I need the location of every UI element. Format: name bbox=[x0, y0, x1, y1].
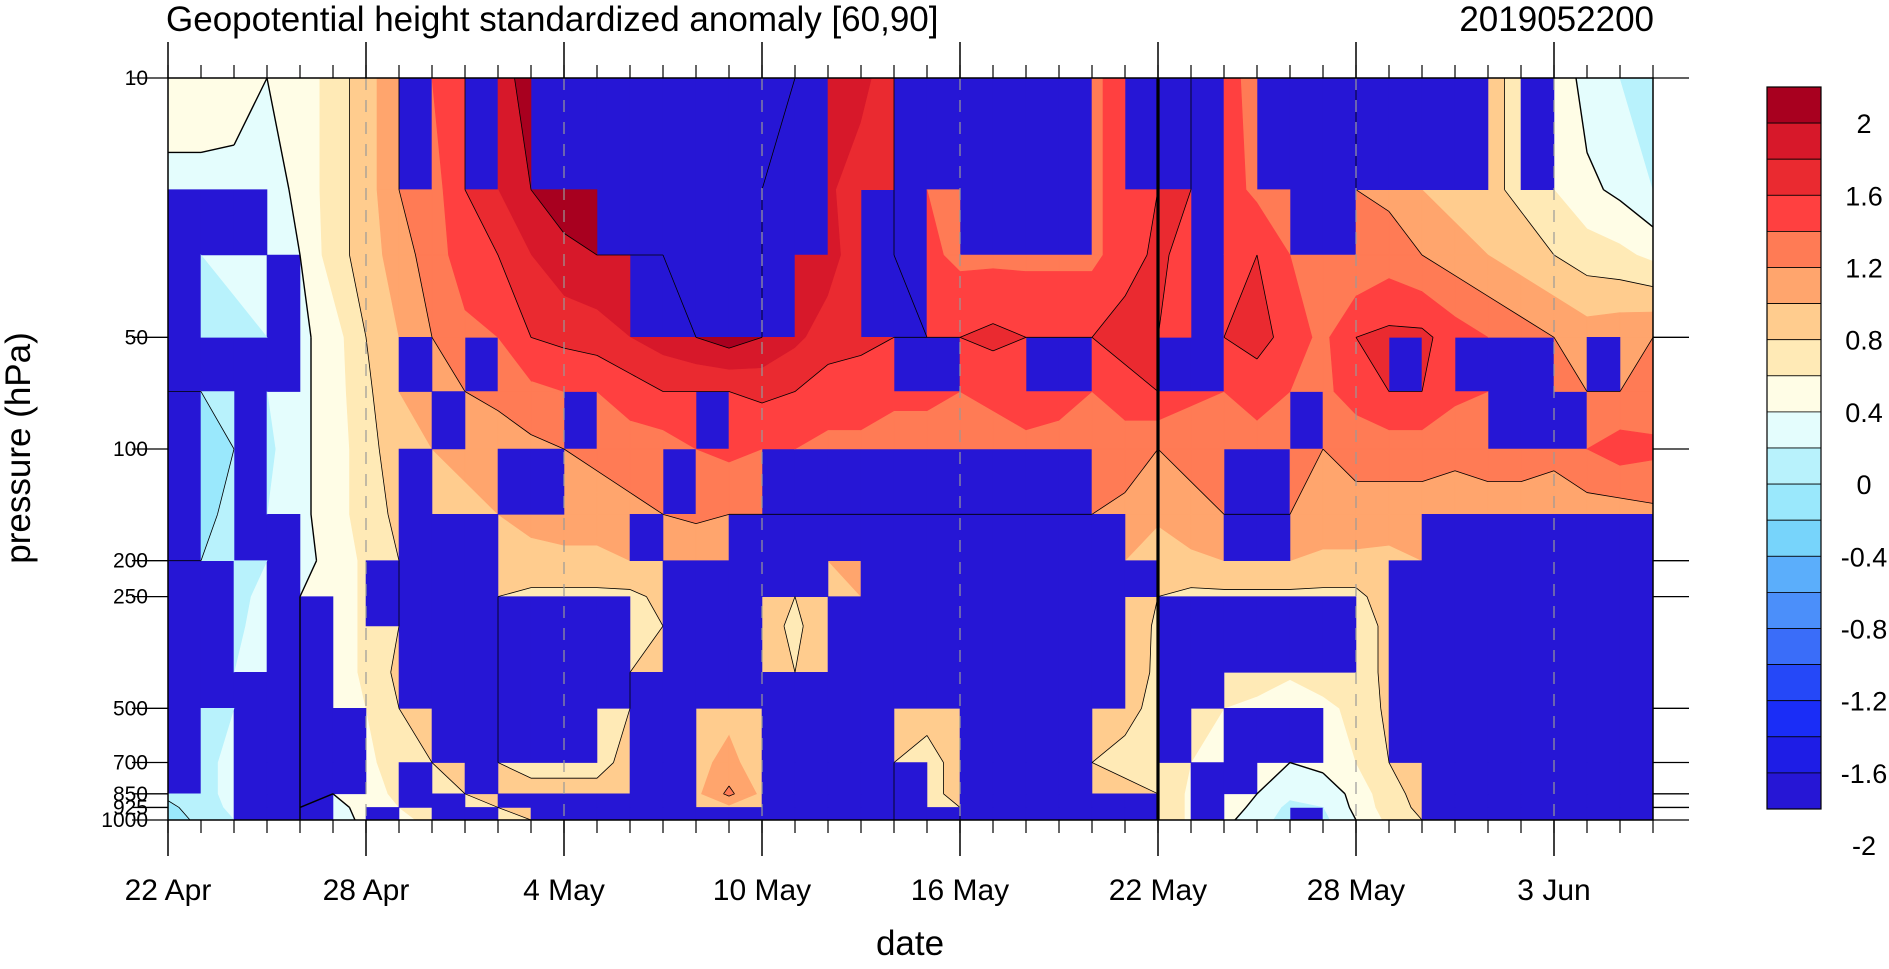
contour-line bbox=[349, 78, 1654, 821]
x-tick-label: 28 Apr bbox=[323, 874, 410, 907]
colorbar-frame bbox=[1766, 86, 1822, 810]
colorbar-swatch bbox=[1766, 230, 1822, 268]
y-tick-label: 10 bbox=[125, 67, 148, 90]
colorbar-swatch bbox=[1766, 700, 1822, 738]
contour-line bbox=[167, 391, 235, 821]
colorbar-swatch bbox=[1766, 194, 1822, 232]
colorbar-swatch bbox=[1766, 158, 1822, 196]
x-tick-label: 4 May bbox=[523, 874, 605, 907]
colorbar-label: 1.6 bbox=[1845, 181, 1883, 211]
colorbar-label: 0.8 bbox=[1845, 326, 1883, 356]
colorbar-label: 2 bbox=[1856, 109, 1871, 139]
y-tick-label: 925 bbox=[113, 796, 148, 819]
y-tick-label: 1000 bbox=[101, 809, 148, 832]
x-tick-label: 10 May bbox=[713, 874, 811, 907]
colorbar-label: 0 bbox=[1856, 470, 1871, 500]
axes: 22 Apr 28 Apr 4 May 10 May 16 May 22 May 28 Ma… bbox=[101, 42, 1689, 907]
y-tick-label: 850 bbox=[113, 783, 148, 806]
y-tick-label: 50 bbox=[125, 326, 148, 349]
colorbar-swatch bbox=[1766, 628, 1822, 665]
colorbar-label: -1.2 bbox=[1841, 687, 1888, 717]
contour-line bbox=[168, 77, 1654, 821]
x-axis-label: date bbox=[876, 924, 944, 963]
colorbar-swatch bbox=[1766, 483, 1822, 521]
colorbar-swatch bbox=[1766, 664, 1822, 702]
x-tick-label: 28 May bbox=[1307, 874, 1405, 907]
colorbar-swatch bbox=[1766, 519, 1822, 557]
x-tick-label: 22 Apr bbox=[125, 874, 212, 907]
date-stamp: 2019052200 bbox=[1459, 0, 1654, 39]
colorbar-swatch bbox=[1766, 411, 1822, 449]
anomaly-contour-fill bbox=[167, 77, 1654, 821]
colorbar-swatch bbox=[1766, 447, 1822, 485]
contour-line bbox=[514, 77, 828, 349]
colorbar-label: 0.4 bbox=[1845, 398, 1883, 428]
colorbar-swatch bbox=[1766, 86, 1822, 124]
colorbar-swatch bbox=[1766, 772, 1822, 810]
contour-line bbox=[398, 78, 1654, 797]
colorbar-swatch bbox=[1766, 555, 1822, 593]
colorbar-swatch bbox=[1766, 736, 1822, 774]
colorbar-label: -1.6 bbox=[1841, 759, 1888, 789]
y-tick-label: 500 bbox=[113, 697, 148, 720]
colorbar-swatch bbox=[1766, 592, 1822, 629]
colorbar-label: -0.4 bbox=[1841, 542, 1888, 572]
colorbar-swatch bbox=[1766, 339, 1822, 377]
colorbar-swatch bbox=[1766, 303, 1822, 341]
y-tick-label: 100 bbox=[113, 438, 148, 461]
colorbar-label: -0.8 bbox=[1841, 615, 1888, 645]
colorbar-swatch bbox=[1766, 122, 1822, 160]
colorbar: 2 1.6 1.2 0.8 0.4 0 -0.4 -0.8 -1.2 -1.6 -2 bbox=[1766, 86, 1888, 861]
y-tick-label: 250 bbox=[113, 586, 148, 609]
colorbar-swatch bbox=[1766, 267, 1822, 304]
colorbar-label: 1.2 bbox=[1845, 254, 1883, 284]
x-tick-label: 22 May bbox=[1109, 874, 1207, 907]
y-tick-label: 200 bbox=[113, 550, 148, 573]
contour-line bbox=[464, 78, 1434, 404]
colorbar-swatch bbox=[1766, 375, 1822, 413]
contour-lines bbox=[167, 77, 1654, 821]
x-tick-label: 3 Jun bbox=[1517, 874, 1590, 907]
x-tick-label: 16 May bbox=[911, 874, 1009, 907]
chart-title: Geopotential height standardized anomaly… bbox=[166, 0, 939, 39]
colorbar-label: -2 bbox=[1852, 831, 1876, 861]
y-tick-label: 700 bbox=[113, 752, 148, 775]
y-axis-label: pressure (hPa) bbox=[0, 332, 38, 563]
